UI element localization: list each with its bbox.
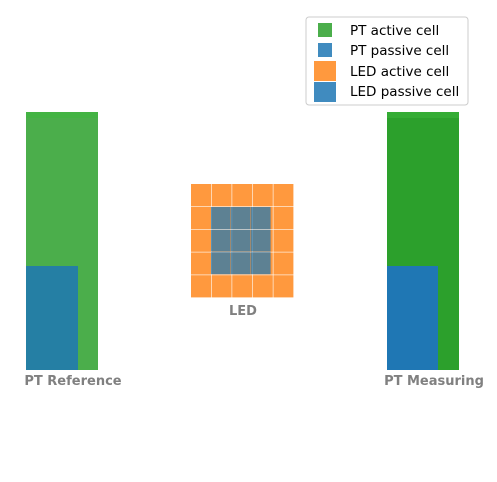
legend-label-pt-passive: PT passive cell [350, 43, 449, 59]
led-active-cell [211, 275, 232, 298]
led-passive-cell [251, 252, 271, 275]
pt-reference-passive-region [26, 266, 78, 370]
led-active-cell [232, 275, 253, 298]
led-passive-cell [231, 207, 251, 229]
led-active-cell [273, 275, 294, 298]
led-active-cell [252, 184, 273, 207]
led-label: LED [229, 304, 257, 319]
led-passive-cell [251, 207, 271, 229]
pt-reference-edge-highlight [26, 112, 98, 118]
pt-measuring-array: PT Measuring [384, 112, 484, 389]
legend-marker-led-passive [314, 82, 336, 102]
led-active-cell [191, 229, 211, 252]
led-active-cell [273, 184, 294, 207]
led-active-cell [232, 184, 253, 207]
led-passive-cell [211, 207, 231, 229]
led-active-cell [211, 184, 232, 207]
led-cell-grid [191, 184, 294, 298]
led-active-cell [191, 275, 211, 298]
led-passive-cell [211, 229, 231, 252]
legend-marker-pt-passive [318, 43, 332, 57]
legend-marker-led-active [314, 61, 336, 81]
legend-label-led-active: LED active cell [350, 64, 449, 80]
led-passive-cell [231, 252, 251, 275]
pt-reference-label: PT Reference [24, 374, 121, 389]
led-active-cell [273, 229, 294, 252]
led-active-cell [191, 206, 211, 229]
led-passive-cell [211, 252, 231, 275]
pt-measuring-passive-region [387, 266, 438, 370]
led-passive-cell [231, 229, 251, 252]
led-passive-cell [251, 229, 271, 252]
led-active-cell [273, 206, 294, 229]
led-array: LED [191, 184, 294, 319]
pt-measuring-edge-highlight [387, 112, 459, 118]
led-active-cell [252, 275, 273, 298]
legend: PT active cell PT passive cell LED activ… [305, 16, 469, 106]
led-active-cell [191, 184, 211, 207]
legend-label-led-passive: LED passive cell [350, 84, 459, 100]
pt-measuring-label: PT Measuring [384, 374, 484, 389]
legend-marker-pt-active [318, 23, 332, 37]
legend-frame [305, 16, 469, 106]
led-active-cell [191, 252, 211, 275]
legend-label-pt-active: PT active cell [350, 23, 439, 39]
led-active-cell [273, 252, 294, 275]
pt-reference-array: PT Reference [24, 112, 122, 389]
